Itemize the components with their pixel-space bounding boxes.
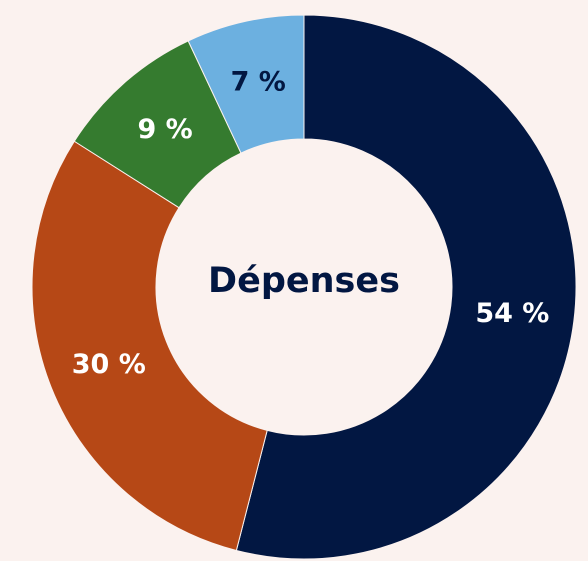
donut-slice (31, 140, 268, 552)
slice-label: 7 % (231, 67, 286, 98)
donut-slices (31, 14, 577, 560)
donut-slice (187, 14, 305, 154)
slice-label: 30 % (72, 349, 146, 380)
slice-label: 54 % (475, 298, 549, 329)
donut-slice (235, 14, 577, 560)
donut-center-title: Dépenses (208, 261, 400, 301)
slice-label: 9 % (137, 114, 192, 145)
slice-labels: 54 % 30 % 9 % 7 % (72, 67, 550, 380)
